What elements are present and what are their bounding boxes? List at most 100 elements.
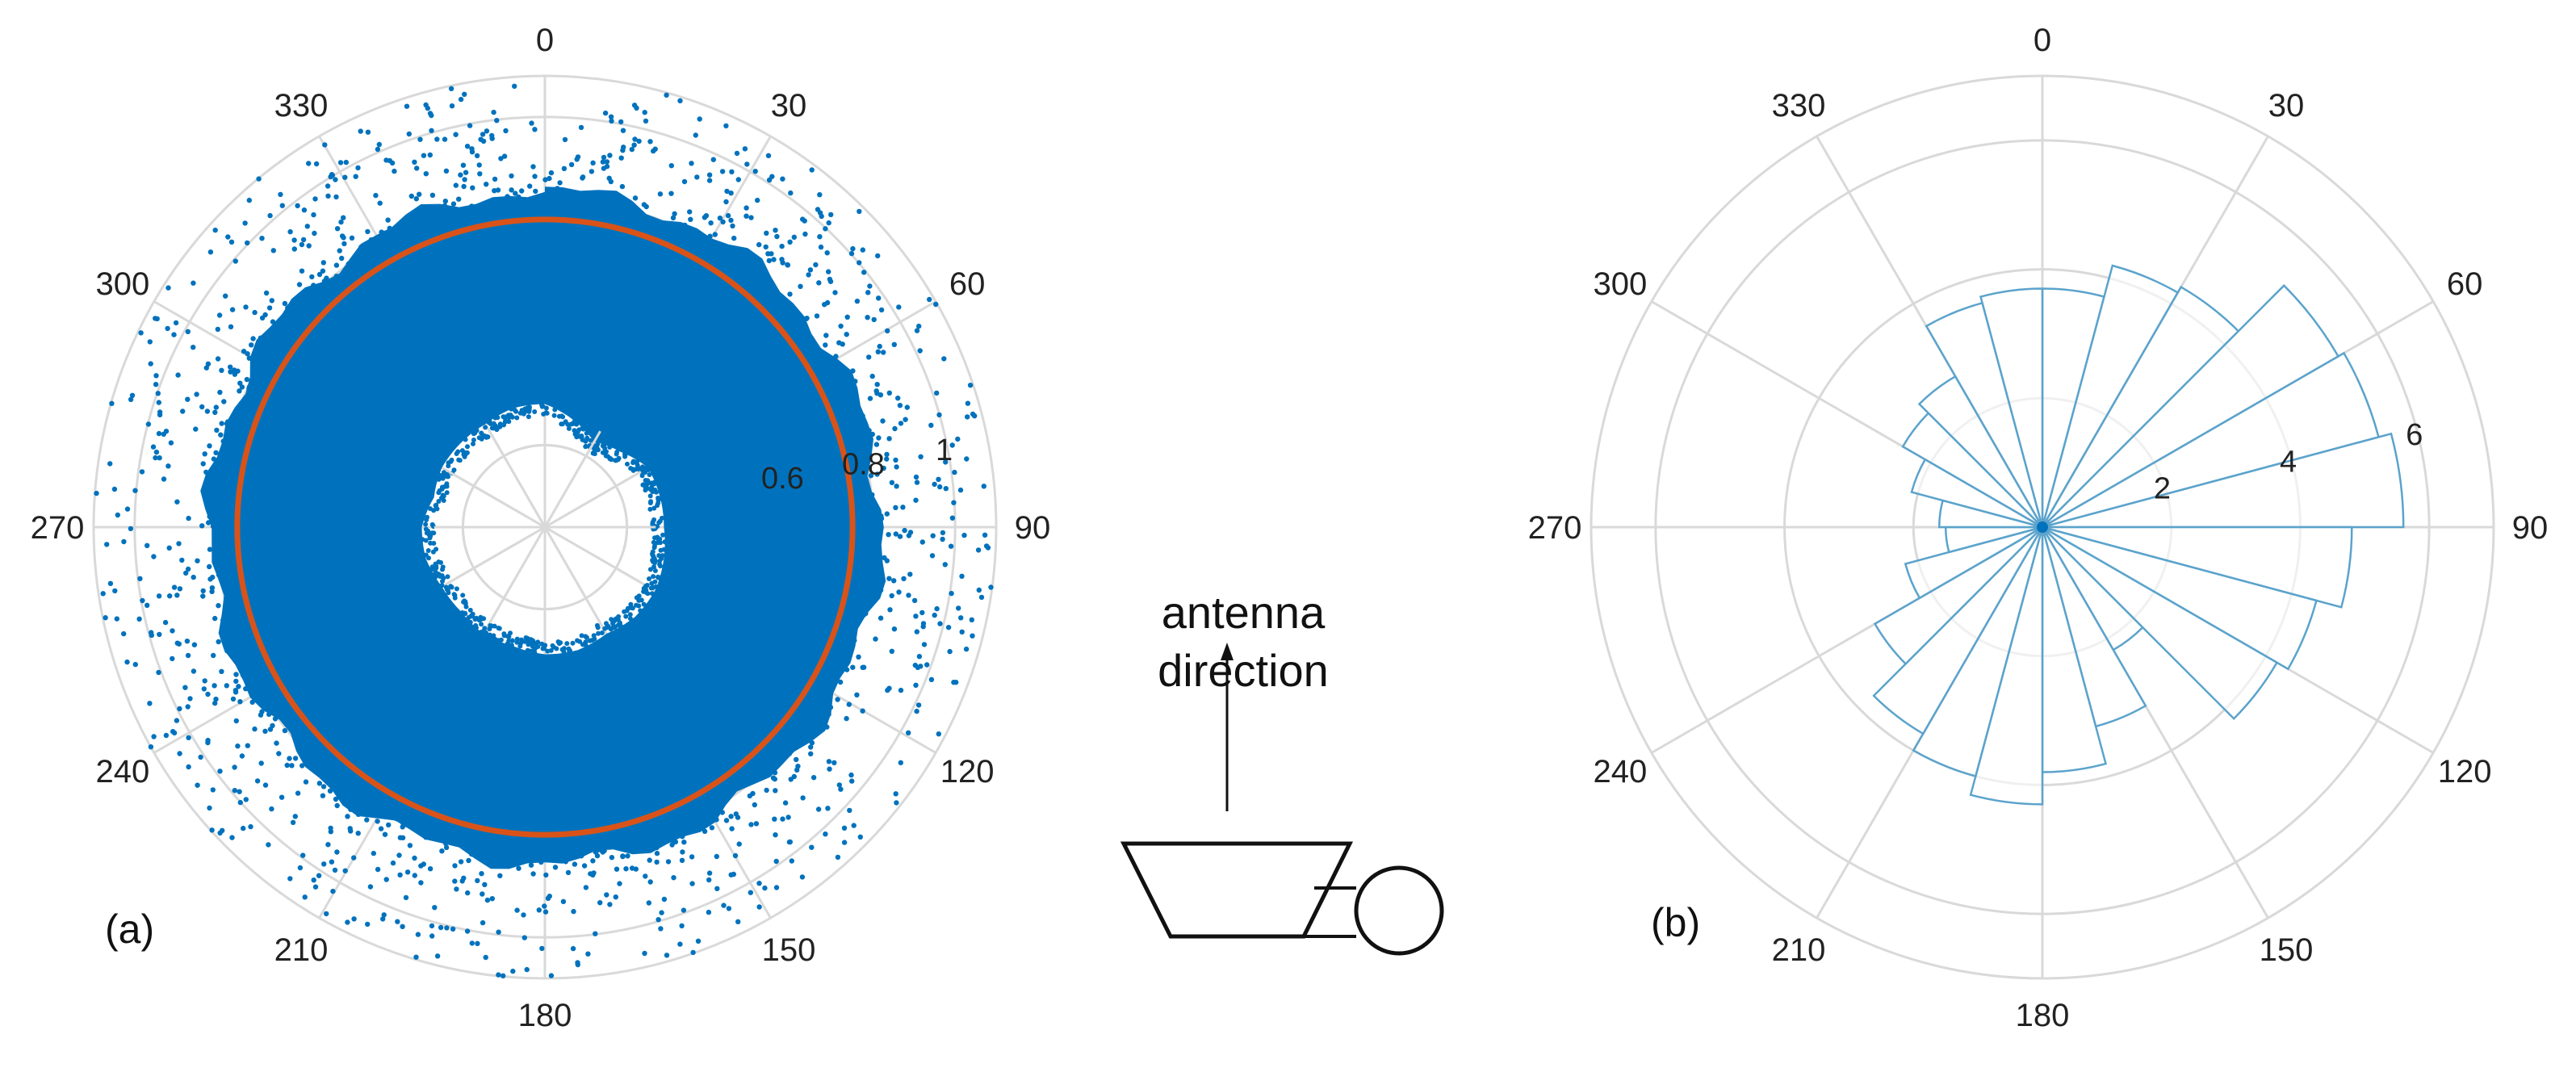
scatter-point <box>894 484 899 489</box>
scatter-point <box>375 819 380 824</box>
scatter-point <box>714 243 720 249</box>
scatter-point <box>830 372 836 378</box>
scatter-point <box>213 404 219 410</box>
scatter-point <box>236 631 242 638</box>
scatter-point <box>463 437 468 442</box>
scatter-point <box>186 515 191 521</box>
scatter-point <box>841 840 848 845</box>
scatter-point <box>640 464 645 470</box>
scatter-point <box>561 165 568 171</box>
scatter-point <box>355 811 362 817</box>
scatter-point <box>896 304 902 310</box>
scatter-point <box>787 839 793 845</box>
scatter-point <box>755 769 761 776</box>
scatter-point <box>458 172 463 178</box>
scatter-point <box>228 643 235 649</box>
scatter-point <box>180 408 186 414</box>
scatter-point <box>654 489 659 495</box>
scatter-point <box>865 315 870 320</box>
scatter-point <box>690 949 696 956</box>
scatter-point <box>932 612 937 618</box>
scatter-point <box>199 404 205 410</box>
a-inner-spoke <box>448 526 546 584</box>
scatter-point <box>723 818 730 823</box>
scatter-point <box>852 379 858 384</box>
scatter-point <box>299 268 305 274</box>
scatter-point <box>694 174 700 180</box>
scatter-point <box>480 919 486 926</box>
scatter-point <box>212 227 218 233</box>
scatter-point <box>594 622 600 628</box>
scatter-point <box>349 235 355 241</box>
scatter-point <box>874 382 880 387</box>
scatter-point <box>936 731 942 737</box>
scatter-point <box>467 123 473 128</box>
scatter-point <box>949 590 954 597</box>
scatter-point <box>682 222 688 228</box>
scatter-point <box>226 444 232 450</box>
scatter-point <box>267 350 274 355</box>
scatter-point <box>955 436 961 442</box>
scatter-point <box>224 640 229 646</box>
scatter-point <box>478 136 484 142</box>
scatter-point <box>459 878 465 884</box>
scatter-point <box>840 379 847 385</box>
scatter-point <box>647 839 654 844</box>
scatter-point <box>844 715 849 722</box>
scatter-point <box>764 230 769 236</box>
a-angle-label: 270 <box>31 510 85 546</box>
scatter-point <box>377 200 383 206</box>
scatter-point <box>202 451 207 457</box>
scatter-point <box>851 823 857 828</box>
scatter-point <box>383 231 390 237</box>
scatter-point <box>228 324 234 329</box>
scatter-point <box>652 579 658 584</box>
scatter-point <box>243 686 249 692</box>
scatter-point <box>706 172 713 178</box>
scatter-point <box>249 699 255 705</box>
scatter-point <box>668 191 674 196</box>
scatter-point <box>385 217 391 223</box>
scatter-point <box>717 216 723 221</box>
scatter-point <box>779 257 785 262</box>
scatter-point <box>292 814 298 819</box>
scatter-point <box>271 337 277 343</box>
scatter-point <box>548 170 555 176</box>
scatter-point <box>846 656 852 662</box>
scatter-point <box>728 814 734 819</box>
scatter-point <box>809 740 815 746</box>
scatter-point <box>512 83 517 90</box>
scatter-point <box>467 607 473 613</box>
scatter-point <box>400 924 405 930</box>
scatter-point <box>454 586 459 592</box>
scatter-point <box>724 188 730 195</box>
scatter-point <box>157 631 162 638</box>
b-angle-label: 270 <box>1528 510 1582 546</box>
scatter-point <box>902 527 907 534</box>
scatter-point <box>652 560 657 566</box>
scatter-point <box>428 534 434 538</box>
scatter-point <box>217 769 223 774</box>
scatter-point <box>813 262 819 268</box>
scatter-point <box>885 328 890 333</box>
scatter-point <box>213 450 219 455</box>
scatter-point <box>687 232 693 239</box>
scatter-point <box>236 684 241 689</box>
scatter-point <box>687 209 693 215</box>
scatter-point <box>772 770 778 776</box>
scatter-point <box>244 651 249 656</box>
scatter-point <box>329 778 334 784</box>
scatter-point <box>285 320 291 327</box>
scatter-point <box>526 200 533 206</box>
scatter-point <box>928 676 935 682</box>
scatter-point <box>187 696 193 702</box>
scatter-point <box>365 921 371 928</box>
scatter-point <box>647 576 651 581</box>
scatter-point <box>212 700 218 706</box>
scatter-point <box>233 718 239 724</box>
scatter-point <box>311 877 316 883</box>
scatter-point <box>412 873 417 878</box>
angle-tick-labels-a: 0 30 60 90 120 150 180 210 240 270 300 330 <box>31 23 1051 1033</box>
scatter-point <box>806 715 811 721</box>
scatter-point <box>219 367 224 373</box>
